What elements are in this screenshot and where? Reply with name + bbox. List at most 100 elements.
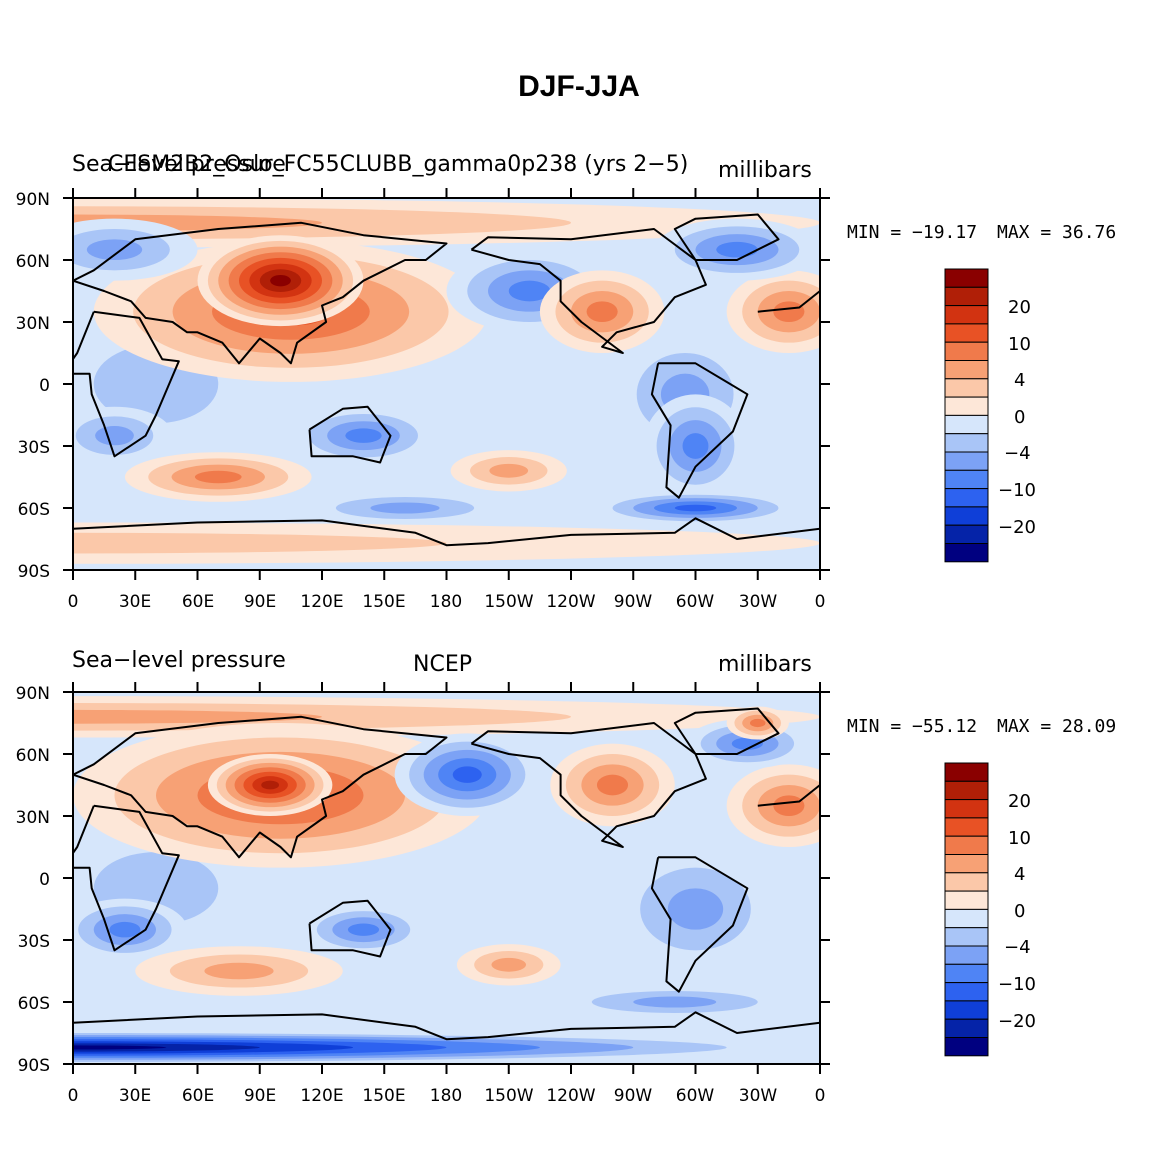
colorbar-box — [944, 341, 989, 361]
units-label: millibars — [718, 158, 812, 183]
lat-label: 60S — [18, 500, 50, 520]
colorbar-labels: 20 10 4 0 −4 −10 −20 — [998, 297, 1036, 538]
lat-label: 30N — [16, 808, 50, 828]
colorbar-box — [944, 488, 989, 508]
colorbar-box — [944, 305, 989, 325]
colorbar-labels: 20 10 4 0 −4 −10 −20 — [998, 791, 1036, 1032]
lat-label: 30S — [18, 932, 50, 952]
field-contour — [489, 463, 529, 478]
lon-label: 90W — [614, 592, 653, 612]
lat-label: 0 — [39, 870, 50, 890]
left-title: Sea−level pressure — [72, 152, 286, 177]
coastline — [470, 722, 707, 848]
center-title: CESM2B2_Oslo_FC55CLUBB_gamma0p238 (yrs 2… — [108, 152, 689, 177]
colorbar-box — [944, 835, 989, 855]
lat-axis-labels: 90N 60N 30N 0 30S 60S 90S — [16, 190, 50, 582]
field-contour — [370, 502, 440, 514]
field-contour — [73, 1045, 167, 1050]
colorbar-label: −10 — [998, 974, 1036, 995]
coastline — [308, 899, 392, 958]
coastline — [308, 405, 392, 464]
lon-label: 180 — [430, 592, 462, 612]
colorbar-label: 4 — [1014, 370, 1025, 391]
field-contour — [270, 274, 291, 287]
colorbar-box — [944, 890, 989, 910]
lon-label: 120W — [546, 1086, 595, 1106]
axis-ticks — [63, 682, 830, 1074]
lon-label: 30E — [119, 592, 151, 612]
units-label: millibars — [718, 652, 812, 677]
field-contour — [674, 504, 717, 512]
field-contour — [773, 795, 805, 816]
lat-label: 60S — [18, 994, 50, 1014]
field-contour — [508, 280, 551, 302]
lon-label: 30E — [119, 1086, 151, 1106]
lon-label: 90E — [244, 1086, 276, 1106]
coastline — [73, 221, 448, 365]
lon-label: 180 — [430, 1086, 462, 1106]
colorbar-box — [944, 396, 989, 416]
lon-label: 30W — [739, 592, 778, 612]
field-contour — [204, 962, 274, 980]
colorbar-box — [944, 469, 989, 490]
lat-axis-labels: 90N 60N 30N 0 30S 60S 90S — [16, 684, 50, 1076]
field-contour — [716, 241, 758, 258]
field-contour — [452, 766, 482, 783]
field-contour — [491, 957, 527, 972]
lat-label: 90S — [18, 1056, 50, 1076]
field-contour — [633, 996, 717, 1008]
contour-fill — [73, 198, 820, 564]
lon-label: 60E — [182, 592, 214, 612]
lon-label: 150W — [484, 592, 533, 612]
colorbar-box — [944, 268, 989, 288]
lon-label: 90E — [244, 592, 276, 612]
colorbar-label: 20 — [1008, 297, 1031, 318]
coastline — [673, 213, 780, 261]
ncep-panel: 90N 60N 30N 0 30S 60S 90S 0 30E 60E 90E … — [0, 644, 1158, 1144]
min-label: MIN = −55.12 — [847, 716, 978, 737]
colorbar-box — [944, 872, 989, 892]
lon-axis-labels: 0 30E 60E 90E 120E 150E 180 150W 120W 90… — [68, 592, 826, 612]
colorbar-label: 10 — [1008, 334, 1031, 355]
coastline — [757, 290, 820, 313]
lat-label: 90N — [16, 684, 50, 704]
lon-label: 60W — [676, 592, 715, 612]
lat-label: 90S — [18, 562, 50, 582]
colorbar-label: −20 — [998, 1011, 1036, 1032]
colorbar-box — [944, 1000, 989, 1020]
lat-label: 30N — [16, 314, 50, 334]
colorbar-label: −4 — [1004, 937, 1031, 958]
map-svg: 90N 60N 30N 0 30S 60S 90S 0 30E 60E 90E … — [16, 188, 1036, 612]
colorbar-label: 0 — [1014, 407, 1025, 428]
lon-label: 120W — [546, 592, 595, 612]
lon-label: 60E — [182, 1086, 214, 1106]
coastline — [73, 310, 180, 458]
field-contour — [667, 888, 724, 930]
lon-label: 120E — [300, 1086, 343, 1106]
axis-ticks — [63, 188, 830, 580]
field-contour — [261, 780, 280, 790]
lon-axis-labels: 0 30E 60E 90E 120E 150E 180 150W 120W 90… — [68, 1086, 826, 1106]
colorbar-box — [944, 451, 989, 471]
field-contour — [596, 774, 629, 796]
coastline — [73, 1011, 820, 1041]
colorbar-label: −20 — [998, 517, 1036, 538]
colorbar-label: 10 — [1008, 828, 1031, 849]
lon-label: 0 — [68, 592, 79, 612]
colorbar-box — [944, 963, 989, 984]
colorbar-box — [944, 982, 989, 1002]
colorbar-label: −10 — [998, 480, 1036, 501]
field-contour — [682, 433, 709, 459]
lon-label: 30W — [739, 1086, 778, 1106]
lat-label: 60N — [16, 252, 50, 272]
model-panel: 90N 60N 30N 0 30S 60S 90S 0 30E 60E 90E … — [0, 150, 1158, 650]
field-contour — [731, 737, 763, 750]
left-title: Sea−level pressure — [72, 648, 286, 673]
field-contour — [194, 470, 242, 484]
field-contour — [95, 426, 134, 446]
lon-label: 90W — [614, 1086, 653, 1106]
lon-label: 0 — [815, 1086, 826, 1106]
colorbar-box — [944, 817, 989, 837]
colorbar-label: 4 — [1014, 864, 1025, 885]
colorbar-box — [944, 908, 989, 929]
